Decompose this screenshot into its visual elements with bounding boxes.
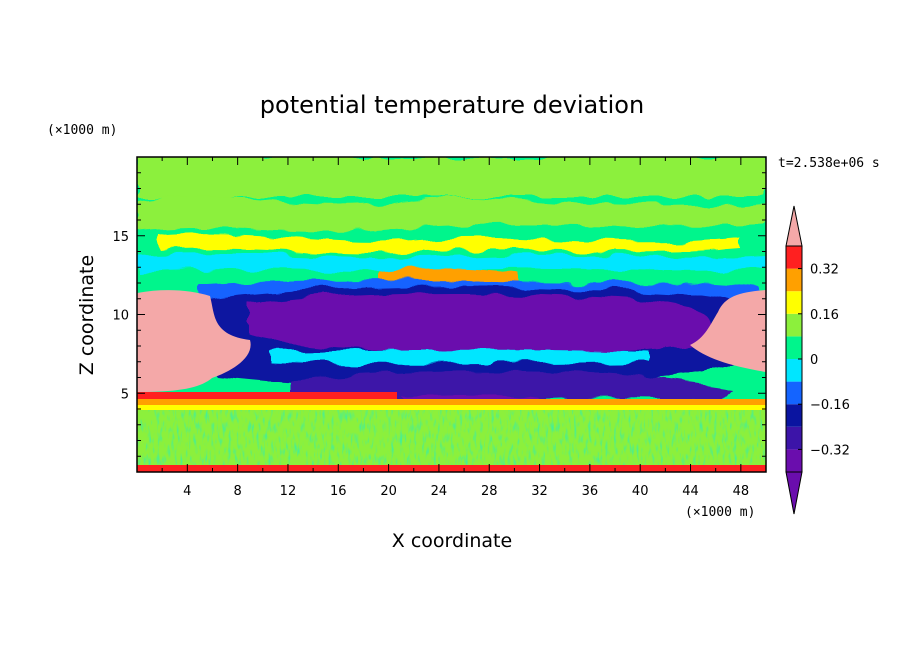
colorbar-tick-label: −0.32 [810,443,850,458]
y-tick-label: 5 [121,387,129,402]
chart-title: potential temperature deviation [260,91,644,119]
colorbar-swatch [786,313,802,337]
cold-core-band [270,349,650,365]
colorbar: −0.32 −0.16 0 0.16 0.32 [785,205,850,515]
x-tick-label: 24 [431,484,448,499]
colorbar-swatch [786,449,802,472]
time-label: t=2.538e+06 s [778,156,880,171]
y-tick-label: 10 [112,309,129,324]
x-tick-label: 4 [183,484,191,499]
x-axis-ticks: 4 8 12 16 20 24 28 32 36 40 44 48 [136,157,767,499]
stripe-orange [137,399,766,405]
colorbar-swatch [786,246,802,269]
x-tick-label: 48 [733,484,750,499]
colorbar-swatch [786,291,802,314]
band-orange [380,268,520,285]
cold-lower-lobe [290,371,730,410]
stripe-yellow [137,405,766,410]
x-tick-label: 44 [682,484,699,499]
stripe-red [137,392,397,399]
colorbar-swatch [786,426,802,450]
y-axis-title: Z coordinate [76,255,98,375]
boundary-layer-noise [137,410,766,465]
x-tick-label: 36 [582,484,599,499]
y-axis-unit: (×1000 m) [47,123,117,138]
warm-anomaly-right [690,290,766,372]
y-axis-ticks: 5 10 15 [112,156,766,473]
x-tick-label: 16 [330,484,347,499]
x-tick-label: 12 [280,484,297,499]
x-axis-unit: (×1000 m) [685,505,755,520]
x-tick-label: 28 [481,484,498,499]
x-tick-label: 40 [632,484,649,499]
colorbar-tick-label: −0.16 [810,398,850,413]
colorbar-extend-max [785,205,803,247]
colorbar-tick-label: 0.32 [810,263,839,278]
colorbar-swatch [786,268,802,292]
x-axis-title: X coordinate [392,530,512,552]
colorbar-tick-label: 0 [810,353,818,368]
plot-field [137,157,766,472]
colorbar-swatch [786,359,802,382]
x-tick-label: 20 [380,484,397,499]
colorbar-swatch [786,404,802,427]
band-upper-green [137,157,766,197]
band-cyan [137,253,766,272]
colorbar-swatch [786,381,802,405]
cold-core-inner [250,293,712,354]
band-upper-yellow [160,234,740,254]
x-tick-label: 32 [531,484,548,499]
colorbar-extend-min [785,471,803,515]
warm-anomaly-left [137,290,251,392]
surface-stripe [137,465,766,472]
colorbar-swatch [786,336,802,359]
band-upper-yellowgreen [137,195,766,232]
x-tick-label: 8 [233,484,241,499]
colorbar-tick-label: 0.16 [810,308,839,323]
y-tick-label: 15 [112,230,129,245]
